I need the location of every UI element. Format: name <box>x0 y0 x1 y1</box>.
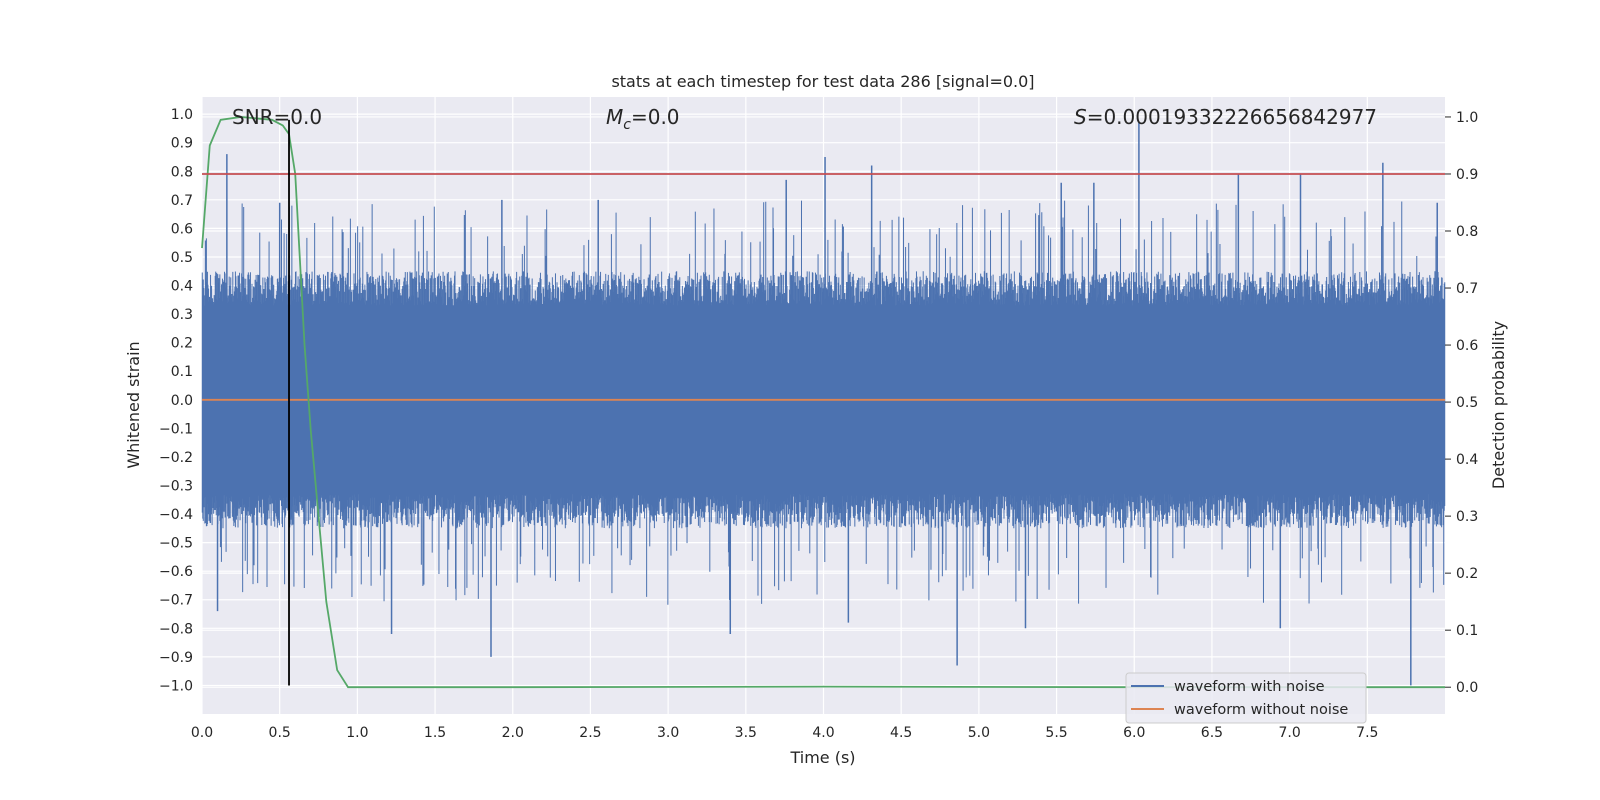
y-axis-ticks: 1.0 0.9 0.8 0.7 0.6 0.5 0.4 0.3 0.2 0.1 0.0 −0.1 −0.… <box>159 107 193 694</box>
snr-annotation: SNR=0.0 <box>232 105 322 129</box>
y-tick-label: −0.7 <box>159 593 193 609</box>
y-axis-label: Whitened strain <box>124 341 143 468</box>
y-tick-label: 0.2 <box>171 336 193 352</box>
x-tick-label: 3.5 <box>735 725 757 741</box>
y-tick-label: 1.0 <box>171 107 193 123</box>
y-tick-label: −0.8 <box>159 621 193 637</box>
y-tick-label: −0.9 <box>159 650 193 666</box>
x-tick-label: 2.0 <box>502 725 524 741</box>
y-tick-label: −0.6 <box>159 564 193 580</box>
chirp-mass-subscript: c <box>623 117 631 133</box>
y2-tick-label: 0.5 <box>1456 395 1478 411</box>
y2-tick-label: 0.1 <box>1456 623 1478 639</box>
y2-tick-label: 1.0 <box>1456 110 1478 126</box>
x-tick-label: 2.5 <box>579 725 601 741</box>
x-tick-label: 7.0 <box>1278 725 1300 741</box>
y2-tick-label: 0.7 <box>1456 281 1478 297</box>
y-tick-label: 0.6 <box>171 221 193 237</box>
y2-axis-label: Detection probability <box>1489 321 1508 489</box>
y2-tick-label: 0.3 <box>1456 509 1478 525</box>
line-series <box>201 116 1445 689</box>
chart-title: stats at each timestep for test data 286… <box>611 72 1034 91</box>
legend: waveform with noise waveform without noi… <box>1125 672 1367 724</box>
x-tick-label: 6.0 <box>1123 725 1145 741</box>
x-tick-label: 4.5 <box>890 725 912 741</box>
y-tick-label: −0.2 <box>159 450 193 466</box>
s-symbol: S <box>1074 105 1087 129</box>
y-tick-label: 0.1 <box>171 364 193 380</box>
y-tick-label: 0.9 <box>171 136 193 152</box>
y-tick-label: −1.0 <box>159 678 193 694</box>
y2-tick-label: 0.0 <box>1456 680 1478 696</box>
y2-tick-label: 0.2 <box>1456 566 1478 582</box>
chirp-mass-symbol: M <box>606 105 623 129</box>
s-statistic-annotation: S=0.00019332226656842977 <box>1074 105 1377 129</box>
y2-tick-label: 0.9 <box>1456 167 1478 183</box>
detection-probability-line <box>201 116 1445 689</box>
legend-box <box>1125 672 1367 724</box>
y-tick-label: 0.8 <box>171 164 193 180</box>
y2-tick-label: 0.4 <box>1456 452 1478 468</box>
x-tick-label: 0.0 <box>191 725 213 741</box>
x-tick-label: 3.0 <box>657 725 679 741</box>
x-tick-label: 4.0 <box>812 725 834 741</box>
y-tick-label: −0.4 <box>159 507 193 523</box>
x-tick-label: 6.5 <box>1201 725 1223 741</box>
y-tick-label: 0.5 <box>171 250 193 266</box>
y2-tick-label: 0.6 <box>1456 338 1478 354</box>
chirp-mass-value: =0.0 <box>631 105 680 129</box>
x-tick-label: 5.0 <box>968 725 990 741</box>
x-axis-ticks: 0.0 0.5 1.0 1.5 2.0 2.5 3.0 3.5 4.0 4.5 5.0 5.5 6.0 6… <box>191 725 1379 741</box>
legend-label-with-noise: waveform with noise <box>1174 679 1325 695</box>
y2-axis-ticks: 1.0 0.9 0.8 0.7 0.6 0.5 0.4 0.3 0.2 0.1 0.0 <box>1445 110 1478 696</box>
x-tick-label: 0.5 <box>269 725 291 741</box>
x-tick-label: 7.5 <box>1356 725 1378 741</box>
chirp-mass-annotation: Mc=0.0 <box>606 105 680 133</box>
y-tick-label: −0.3 <box>159 478 193 494</box>
y-tick-label: 0.3 <box>171 307 193 323</box>
x-axis-label: Time (s) <box>789 748 855 767</box>
y-tick-label: −0.5 <box>159 536 193 552</box>
s-value: =0.00019332226656842977 <box>1087 105 1377 129</box>
y-tick-label: 0.7 <box>171 193 193 209</box>
x-tick-label: 1.0 <box>346 725 368 741</box>
y-tick-label: 0.4 <box>171 279 193 295</box>
y2-tick-label: 0.8 <box>1456 224 1478 240</box>
y-tick-label: −0.1 <box>159 421 193 437</box>
x-tick-label: 1.5 <box>424 725 446 741</box>
legend-label-without-noise: waveform without noise <box>1174 702 1348 718</box>
y-tick-label: 0.0 <box>171 393 193 409</box>
x-tick-label: 5.5 <box>1045 725 1067 741</box>
